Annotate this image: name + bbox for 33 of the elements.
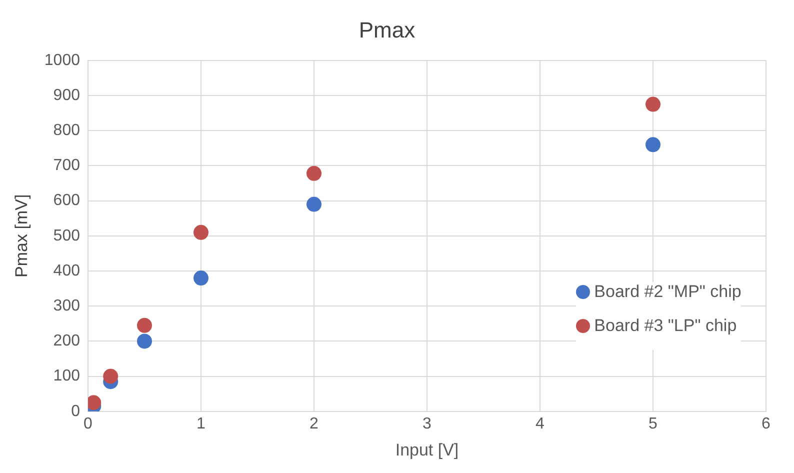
x-tick-label: 0 [84,415,93,432]
y-tick-label: 500 [53,227,80,244]
x-tick-label: 6 [762,415,771,432]
point [193,270,208,286]
y-tick-label: 100 [53,368,80,385]
x-tick-label: 2 [310,415,319,432]
y-tick-label: 200 [53,332,80,350]
point [136,334,152,349]
point [646,96,660,112]
point [646,137,660,152]
x-tick-label: 4 [536,415,545,432]
y-tick-label: 900 [53,86,80,104]
point [103,368,118,384]
y-tick-label: 700 [53,157,80,174]
point [136,318,152,333]
legend-label: Board #3 "LP" chip [594,316,737,336]
y-tick-label: 300 [53,298,80,315]
x-tick-label: 5 [648,415,658,432]
point [306,166,322,181]
y-tick-label: 800 [53,122,80,140]
y-axis-title: Pmax [mV] [12,194,31,278]
point [193,224,208,240]
y-tick-label: 600 [53,192,80,210]
y-tick-label: 400 [53,262,80,280]
y-tick-label: 0 [71,402,80,420]
legend-label: Board #2 "MP" chip [594,282,742,302]
x-tick-label: 1 [196,415,206,432]
x-axis-title: Input [V] [395,440,459,460]
point [88,395,102,410]
chart-title: Pmax [358,17,416,42]
point [306,196,322,212]
x-tick-label: 3 [422,415,432,432]
y-tick-label: 1000 [44,52,80,69]
